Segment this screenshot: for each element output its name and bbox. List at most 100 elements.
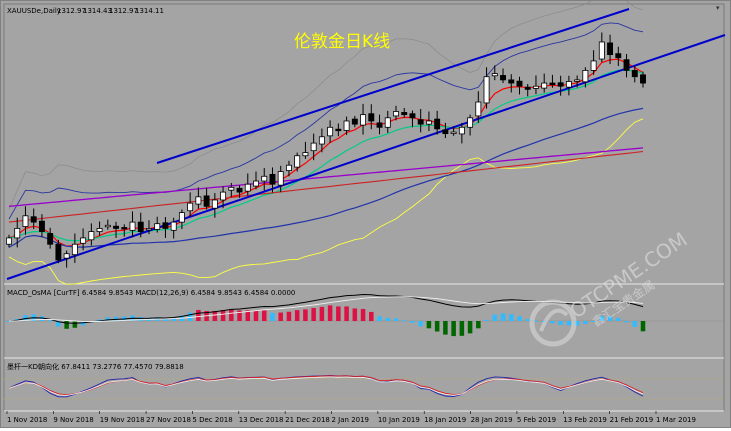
macd-histogram-bar — [245, 310, 251, 321]
x-tick-label: 13 Dec 2018 — [239, 416, 284, 424]
watermark-logo-swirl — [539, 308, 569, 332]
bear-candle — [236, 187, 243, 193]
bull-candle — [96, 228, 103, 232]
bull-candle — [425, 120, 432, 125]
x-tick-label: 2 Jan 2019 — [332, 416, 370, 424]
kd-indicator — [4, 375, 724, 400]
bear-candle — [269, 173, 276, 185]
bull-candle — [71, 243, 78, 256]
ohlc-low: 1312.97 — [109, 7, 138, 15]
macd-histogram-bar — [336, 306, 341, 321]
macd-histogram-bar — [616, 317, 621, 321]
bull-candle — [63, 253, 70, 259]
x-tick-label: 5 Feb 2019 — [517, 416, 556, 424]
macd-histogram-bar — [229, 309, 234, 321]
bull-candle — [458, 126, 465, 135]
macd-histogram-bar — [113, 316, 119, 321]
macd-histogram-bar — [492, 314, 498, 321]
bull-candle — [88, 231, 95, 241]
macd-histogram-bar — [311, 307, 316, 321]
macd-histogram-bar — [517, 316, 522, 321]
macd-histogram-bar — [352, 308, 358, 321]
x-tick-label: 9 Nov 2018 — [53, 416, 93, 424]
chart-frame — [3, 3, 725, 412]
ma-fast — [8, 58, 644, 247]
macd-histogram-bar — [393, 318, 399, 321]
bear-candle — [351, 118, 358, 125]
ohlc-open: 1312.97 — [57, 7, 86, 15]
bull-candle — [178, 212, 185, 223]
chart-caption: 伦敦金日K线 — [294, 32, 390, 52]
macd-histogram-bar — [591, 321, 596, 322]
macd-histogram-bar — [459, 321, 465, 336]
bear-candle — [401, 112, 408, 116]
x-tick-label: 1 Nov 2018 — [7, 416, 47, 424]
macd-histogram-bar — [278, 312, 283, 321]
macd-histogram-bar — [484, 319, 489, 321]
bull-candle — [590, 60, 597, 71]
x-tick-label: 1 Mar 2019 — [656, 416, 696, 424]
macd-histogram-bar — [270, 312, 275, 321]
bull-candle — [483, 76, 490, 104]
macd-histogram-bar — [212, 310, 218, 321]
macd-histogram-bar — [360, 308, 366, 321]
macd-histogram-bar — [261, 310, 267, 321]
macd-histogram-bar — [583, 321, 588, 324]
bull-candle — [393, 111, 399, 117]
bear-candle — [409, 113, 416, 119]
macd-histogram-bar — [401, 320, 407, 322]
bull-candle — [450, 131, 457, 134]
macd-histogram-bar — [64, 321, 69, 329]
macd-histogram-bar — [377, 316, 382, 321]
channel-upper-line[interactable] — [156, 8, 630, 164]
trend-channel[interactable] — [6, 8, 726, 280]
x-tick-label: 21 Feb 2019 — [610, 416, 654, 424]
macd-histogram-bar — [451, 321, 456, 337]
bull-candle — [22, 215, 29, 227]
bull-candle — [467, 117, 474, 128]
macd-histogram-bar — [607, 316, 613, 321]
macd-histogram-bar — [253, 310, 259, 321]
bull-candle — [80, 237, 87, 244]
bull-candle — [310, 142, 317, 152]
bear-candle — [162, 222, 169, 229]
macd-histogram-bar — [467, 321, 473, 334]
bear-candle — [549, 82, 556, 86]
bull-candle — [170, 221, 177, 231]
macd-histogram-bar — [525, 319, 530, 321]
macd-histogram-bar — [533, 320, 539, 322]
bear-candle — [417, 119, 424, 125]
channel-lower-line[interactable] — [6, 34, 726, 280]
macd-histogram-bar — [237, 310, 242, 321]
bear-candle — [524, 86, 531, 90]
bull-candle — [565, 81, 572, 88]
bull-candle — [302, 152, 309, 157]
bull-candle — [327, 126, 334, 137]
bull-candle — [574, 79, 581, 82]
bull-candle — [211, 199, 218, 209]
bull-candle — [533, 85, 539, 89]
bear-candle — [640, 74, 646, 84]
bull-candle — [294, 155, 301, 168]
ma-mid — [8, 69, 644, 242]
bull-candle — [104, 224, 111, 228]
bear-candle — [121, 227, 128, 230]
bull-candle — [343, 120, 350, 131]
bull-candle — [6, 237, 12, 245]
macd-histogram-bar — [418, 321, 423, 327]
macd-histogram-bar — [550, 321, 555, 324]
scroll-marker-icon[interactable]: ▾ — [716, 4, 720, 12]
macd-histogram-bar — [566, 321, 572, 326]
macd-histogram-bar — [39, 316, 45, 321]
bull-candle — [285, 164, 292, 171]
watermark-domain: OTCPME.COM — [565, 227, 691, 323]
macd-histogram-bar — [171, 317, 176, 321]
macd-histogram-bar — [47, 320, 53, 322]
macd-histogram-bar — [443, 321, 448, 335]
macd-histogram-bar — [369, 311, 374, 321]
macd-histogram-bar — [6, 321, 12, 322]
x-tick-label: 27 Nov 2018 — [146, 416, 191, 424]
macd-histogram-bar — [105, 317, 111, 321]
